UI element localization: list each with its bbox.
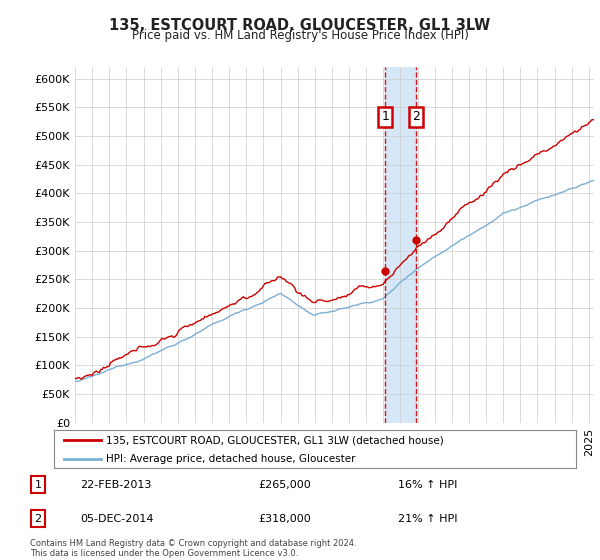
Text: 135, ESTCOURT ROAD, GLOUCESTER, GL1 3LW: 135, ESTCOURT ROAD, GLOUCESTER, GL1 3LW: [109, 18, 491, 33]
Text: Contains HM Land Registry data © Crown copyright and database right 2024.
This d: Contains HM Land Registry data © Crown c…: [30, 539, 356, 558]
Text: 1: 1: [382, 110, 389, 124]
Text: HPI: Average price, detached house, Gloucester: HPI: Average price, detached house, Glou…: [106, 454, 356, 464]
Text: 1: 1: [34, 479, 41, 489]
Bar: [385, 67, 416, 423]
Text: 05-DEC-2014: 05-DEC-2014: [80, 514, 154, 524]
Text: £318,000: £318,000: [259, 514, 311, 524]
Text: 21% ↑ HPI: 21% ↑ HPI: [398, 514, 457, 524]
Text: Price paid vs. HM Land Registry's House Price Index (HPI): Price paid vs. HM Land Registry's House …: [131, 29, 469, 42]
Text: 2: 2: [34, 514, 41, 524]
Text: 2: 2: [412, 110, 420, 124]
Text: 22-FEB-2013: 22-FEB-2013: [80, 479, 151, 489]
Text: 135, ESTCOURT ROAD, GLOUCESTER, GL1 3LW (detached house): 135, ESTCOURT ROAD, GLOUCESTER, GL1 3LW …: [106, 435, 444, 445]
Text: 16% ↑ HPI: 16% ↑ HPI: [398, 479, 457, 489]
Text: £265,000: £265,000: [259, 479, 311, 489]
